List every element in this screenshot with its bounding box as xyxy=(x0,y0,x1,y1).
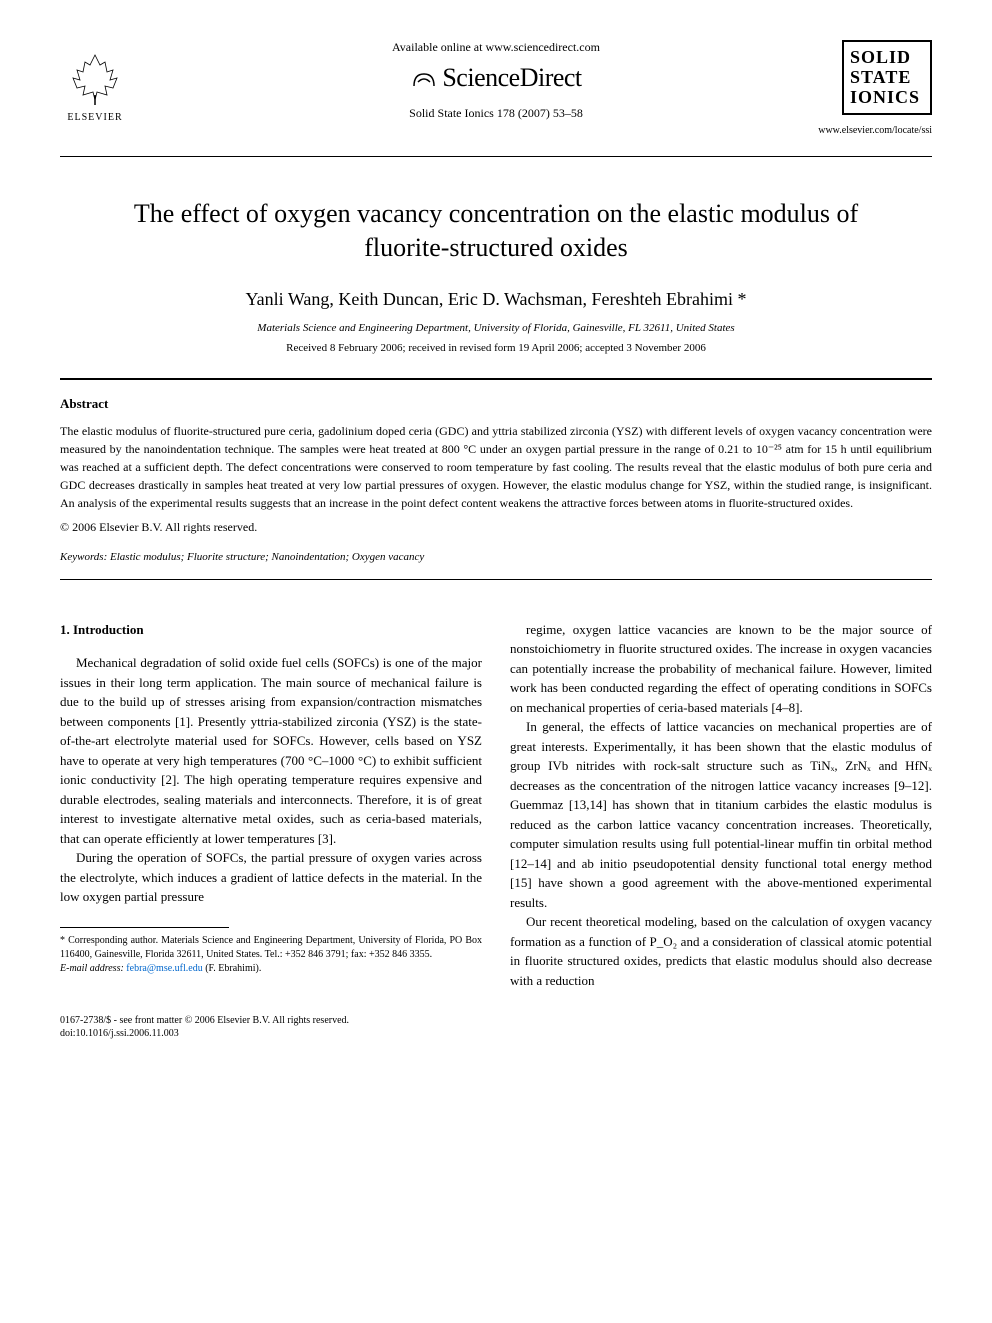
body-paragraph: During the operation of SOFCs, the parti… xyxy=(60,848,482,907)
header-rule xyxy=(60,156,932,157)
keywords-line: Keywords: Elastic modulus; Fluorite stru… xyxy=(60,551,932,563)
body-columns: 1. Introduction Mechanical degradation o… xyxy=(60,620,932,991)
page-header: ELSEVIER Available online at www.science… xyxy=(60,40,932,157)
journal-reference: Solid State Ionics 178 (2007) 53–58 xyxy=(60,106,932,121)
email-author: (F. Ebrahimi). xyxy=(205,963,261,974)
keywords-value: Elastic modulus; Fluorite structure; Nan… xyxy=(110,551,424,563)
section-1-heading: 1. Introduction xyxy=(60,620,482,640)
elsevier-logo: ELSEVIER xyxy=(60,50,130,123)
email-link[interactable]: febra@mse.ufl.edu xyxy=(126,963,202,974)
right-column: regime, oxygen lattice vacancies are kno… xyxy=(510,620,932,991)
sciencedirect-label: ScienceDirect xyxy=(442,63,581,92)
journal-url: www.elsevier.com/locate/ssi xyxy=(60,125,932,136)
footnote-rule xyxy=(60,927,229,928)
sciencedirect-icon xyxy=(410,66,438,94)
email-footnote: E-mail address: febra@mse.ufl.edu (F. Eb… xyxy=(60,962,482,976)
page-footer: 0167-2738/$ - see front matter © 2006 El… xyxy=(60,1014,932,1040)
sciencedirect-logo: ScienceDirect xyxy=(60,63,932,94)
journal-logo-box: SOLID STATE IONICS xyxy=(842,40,932,115)
authors-list: Yanli Wang, Keith Duncan, Eric D. Wachsm… xyxy=(60,289,932,310)
journal-logo-line2: STATE xyxy=(850,68,924,88)
abstract-bottom-rule xyxy=(60,579,932,580)
journal-logo-line3: IONICS xyxy=(850,88,924,108)
elsevier-label: ELSEVIER xyxy=(60,112,130,123)
affiliation: Materials Science and Engineering Depart… xyxy=(60,322,932,334)
email-label: E-mail address: xyxy=(60,963,124,974)
article-dates: Received 8 February 2006; received in re… xyxy=(60,342,932,354)
body-paragraph: Mechanical degradation of solid oxide fu… xyxy=(60,653,482,848)
body-paragraph: regime, oxygen lattice vacancies are kno… xyxy=(510,620,932,718)
body-paragraph: Our recent theoretical modeling, based o… xyxy=(510,912,932,990)
corresponding-author-footnote: * Corresponding author. Materials Scienc… xyxy=(60,934,482,962)
available-online-text: Available online at www.sciencedirect.co… xyxy=(60,40,932,55)
abstract-copyright: © 2006 Elsevier B.V. All rights reserved… xyxy=(60,520,932,535)
abstract-top-rule xyxy=(60,378,932,380)
abstract-text: The elastic modulus of fluorite-structur… xyxy=(60,422,932,512)
keywords-label: Keywords: xyxy=(60,551,107,563)
left-column: 1. Introduction Mechanical degradation o… xyxy=(60,620,482,991)
body-paragraph: In general, the effects of lattice vacan… xyxy=(510,717,932,912)
journal-logo-line1: SOLID xyxy=(850,48,924,68)
doi-line: doi:10.1016/j.ssi.2006.11.003 xyxy=(60,1027,932,1040)
issn-line: 0167-2738/$ - see front matter © 2006 El… xyxy=(60,1014,932,1027)
article-title: The effect of oxygen vacancy concentrati… xyxy=(120,197,872,265)
elsevier-tree-icon xyxy=(65,50,125,105)
abstract-heading: Abstract xyxy=(60,396,932,412)
